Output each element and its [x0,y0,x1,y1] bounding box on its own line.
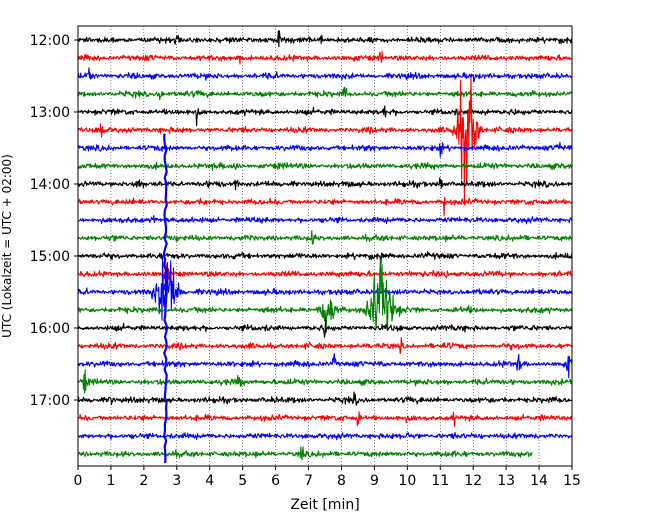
x-tick-label: 3 [172,473,181,489]
trace-line [78,215,572,225]
y-tick-label: 17:00 [30,393,70,409]
trace-line [78,141,572,158]
x-axis: 0 1 2 3 4 5 6 7 8 9 10 11 12 13 14 15 [74,466,581,489]
trace-line [78,317,572,338]
trace-line [78,391,572,406]
plot-frame [77,25,573,467]
x-tick-label: 10 [398,473,416,489]
trace-line [78,369,572,394]
trace-line [78,50,572,65]
y-tick-label: 14:00 [30,177,70,193]
trace-line [78,255,572,321]
trace-line [78,353,572,379]
trace-line [78,431,572,441]
x-tick-label: 8 [337,473,346,489]
x-tick-label: 11 [431,473,449,489]
trace-line [78,251,572,265]
trace-line [78,67,572,83]
trace-line [78,446,533,461]
trace-line [78,161,572,171]
x-tick-label: 4 [205,473,214,489]
x-tick-label: 6 [271,473,280,489]
trace-line [78,263,572,292]
y-axis: 12:00 13:00 14:00 15:00 16:00 17:00 [30,33,78,409]
x-tick-label: 1 [106,473,115,489]
trace-line [78,337,572,355]
x-tick-label: 0 [74,473,83,489]
trace-line [78,258,572,330]
x-tick-label: 7 [304,473,313,489]
x-tick-label: 15 [563,473,581,489]
trace-area [78,30,572,464]
x-tick-label: 5 [238,473,247,489]
y-axis-title: UTC (Lokalzeit = UTC + 02:00) [0,154,14,338]
y-tick-label: 16:00 [30,321,70,337]
x-tick-label: 13 [497,473,515,489]
trace-line [78,77,572,206]
x-tick-label: 12 [464,473,482,489]
trace-line [78,86,572,101]
trace-line [78,30,572,48]
x-axis-title: Zeit [min] [290,497,359,513]
x-tick-label: 9 [370,473,379,489]
grid-lines [110,26,540,466]
trace-line [78,229,572,245]
trace-line [78,196,572,217]
y-tick-label: 15:00 [30,249,70,265]
trace-line [78,411,572,427]
x-tick-label: 14 [530,473,548,489]
y-tick-label: 12:00 [30,33,70,49]
trace-line [78,177,572,191]
y-tick-label: 13:00 [30,105,70,121]
trace-line [78,105,572,127]
overlay-spike [162,133,168,464]
x-tick-label: 2 [139,473,148,489]
